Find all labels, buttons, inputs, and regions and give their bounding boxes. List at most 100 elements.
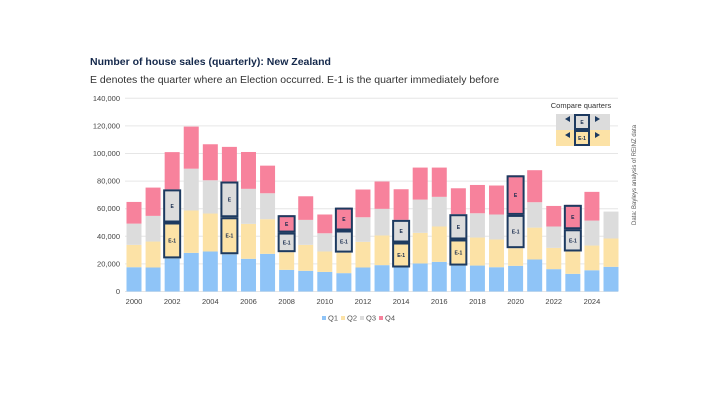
bar-2015-q1 xyxy=(412,263,428,292)
compare-e1-label: E-1 xyxy=(578,136,586,142)
y-tick-label: 0 xyxy=(116,287,120,296)
election-box-2014-e xyxy=(392,219,411,243)
election-box-2005-e xyxy=(220,181,239,218)
bar-2017-q4 xyxy=(450,188,466,215)
bar-2007-q2 xyxy=(260,219,276,254)
bar-2006-q2 xyxy=(240,223,256,259)
x-tick-label: 2000 xyxy=(126,297,143,306)
bar-2002-q4 xyxy=(164,152,180,190)
y-tick-label: 100,000 xyxy=(93,149,120,158)
bar-2000-q4 xyxy=(126,201,142,224)
bar-2007-q1 xyxy=(260,253,276,292)
election-box-label: E xyxy=(571,215,575,221)
bar-2021-q2 xyxy=(527,227,543,260)
bar-2003-q1 xyxy=(183,252,199,292)
bar-2016-q4 xyxy=(431,167,447,197)
election-box-label: E-1 xyxy=(340,240,348,246)
election-box-2011-e-1 xyxy=(334,230,353,253)
y-tick-label: 120,000 xyxy=(93,121,120,130)
bar-2006-q1 xyxy=(240,258,256,292)
legend-swatch-q2 xyxy=(341,316,345,320)
bar-2018-q2 xyxy=(469,237,485,266)
arrow-left-icon xyxy=(565,116,570,138)
x-tick-label: 2012 xyxy=(355,297,372,306)
bar-2009-q4 xyxy=(298,196,314,220)
bar-2021-q1 xyxy=(527,259,543,292)
bar-2017-q1 xyxy=(450,265,466,292)
election-box-2008-e xyxy=(277,215,296,233)
legend-label-q2: Q2 xyxy=(347,314,357,323)
bar-2019-q4 xyxy=(489,185,505,215)
bar-2009-q3 xyxy=(298,219,314,245)
bar-2000-q2 xyxy=(126,244,142,268)
bar-2002-q2 xyxy=(164,222,180,259)
y-tick-label: 80,000 xyxy=(97,177,120,186)
bar-2016-q3 xyxy=(431,196,447,227)
x-tick-label: 2008 xyxy=(278,297,295,306)
bar-2013-q3 xyxy=(374,208,390,236)
bar-2020-q2 xyxy=(508,248,524,266)
bar-2024-q4 xyxy=(584,191,600,221)
bar-2008-q2 xyxy=(279,252,295,270)
legend-label-q1: Q1 xyxy=(328,314,338,323)
legend-swatch-q1 xyxy=(322,316,326,320)
compare-e1-box xyxy=(574,130,590,146)
bar-2012-q2 xyxy=(355,241,371,268)
election-box-label: E xyxy=(399,229,403,235)
bar-2006-q3 xyxy=(240,188,256,224)
bar-2013-q1 xyxy=(374,265,390,292)
x-tick-label: 2014 xyxy=(393,297,410,306)
chart-subtitle: E denotes the quarter where an Election … xyxy=(90,74,500,86)
bar-2021-q4 xyxy=(527,170,543,203)
bar-2001-q3 xyxy=(145,215,161,242)
election-box-label: E xyxy=(342,217,346,223)
bar-2006-q4 xyxy=(240,151,256,189)
compare-quarters-legend: Compare quarters E E-1 xyxy=(551,101,611,146)
bar-2023-q1 xyxy=(565,273,581,292)
bar-2001-q1 xyxy=(145,267,161,292)
bar-2012-q4 xyxy=(355,189,371,218)
bar-2011-q2 xyxy=(336,252,352,274)
election-box-label: E-1 xyxy=(454,251,462,257)
bar-2010-q1 xyxy=(317,271,333,292)
bar-2018-q3 xyxy=(469,213,485,238)
bar-2021-q3 xyxy=(527,202,543,228)
x-tick-label: 2016 xyxy=(431,297,448,306)
bar-2011-q4 xyxy=(336,207,352,231)
election-box-label: E xyxy=(228,197,232,203)
bar-2004-q4 xyxy=(202,144,218,181)
bar-2022-q4 xyxy=(546,205,562,227)
bar-2025-q1 xyxy=(603,266,619,292)
election-box-2020-e-1 xyxy=(506,214,525,249)
legend-swatch-q4 xyxy=(379,316,383,320)
legend-label-q3: Q3 xyxy=(366,314,376,323)
legend-label-q4: Q4 xyxy=(385,314,395,323)
bar-2002-q3 xyxy=(164,189,180,223)
election-box-label: E xyxy=(170,204,174,210)
election-box-2005-e-1 xyxy=(220,217,239,255)
bar-2010-q3 xyxy=(317,233,333,252)
bar-2011-q1 xyxy=(336,273,352,292)
bar-2015-q3 xyxy=(412,199,428,233)
x-tick-label: 2002 xyxy=(164,297,181,306)
x-tick-label: 2010 xyxy=(316,297,333,306)
bar-2019-q2 xyxy=(489,239,505,268)
bar-2023-q3 xyxy=(565,229,581,252)
election-box-2002-e xyxy=(163,189,182,223)
bar-2019-q1 xyxy=(489,267,505,292)
bar-2013-q4 xyxy=(374,181,390,209)
bar-2022-q2 xyxy=(546,247,562,270)
bar-2000-q1 xyxy=(126,267,142,292)
bar-2020-q3 xyxy=(508,214,524,249)
source-note: Data: Bayleys analysis of REINZ data xyxy=(632,124,638,225)
bar-2019-q3 xyxy=(489,214,505,240)
bar-2014-q3 xyxy=(393,219,409,243)
bar-2020-q1 xyxy=(508,265,524,292)
x-tick-label: 2020 xyxy=(507,297,524,306)
election-box-label: E-1 xyxy=(283,240,291,246)
election-box-2008-e-1 xyxy=(277,232,296,253)
x-tick-label: 2024 xyxy=(584,297,601,306)
chart-title: Number of house sales (quarterly): New Z… xyxy=(90,56,331,68)
bar-2018-q4 xyxy=(469,184,485,214)
election-box-2023-e-1 xyxy=(563,229,582,252)
